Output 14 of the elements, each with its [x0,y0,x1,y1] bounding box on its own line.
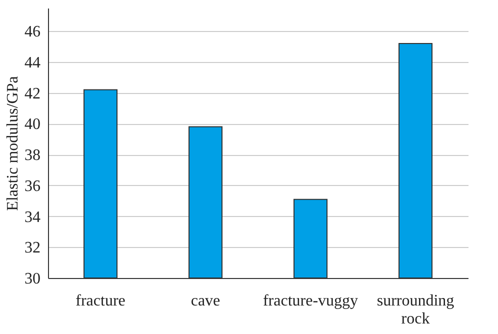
y-tick-label: 44 [24,54,40,72]
y-axis-title: Elastic modulus/GPa [4,76,22,211]
y-tick-label: 46 [24,24,40,41]
y-tick-label: 34 [24,208,40,226]
x-tick-label: cave [190,292,220,310]
x-tick-label: surrounding rock [376,292,454,328]
y-tick-label: 36 [24,178,40,195]
y-tick-label: 38 [24,147,40,164]
x-tick-label: fracture [76,292,126,310]
y-tick-label: 30 [24,270,40,288]
y-tick-label: 40 [24,116,40,134]
y-tick-label: 42 [24,85,40,102]
y-tick-label: 32 [24,240,40,257]
x-tick-label: fracture-vuggy [262,292,358,310]
